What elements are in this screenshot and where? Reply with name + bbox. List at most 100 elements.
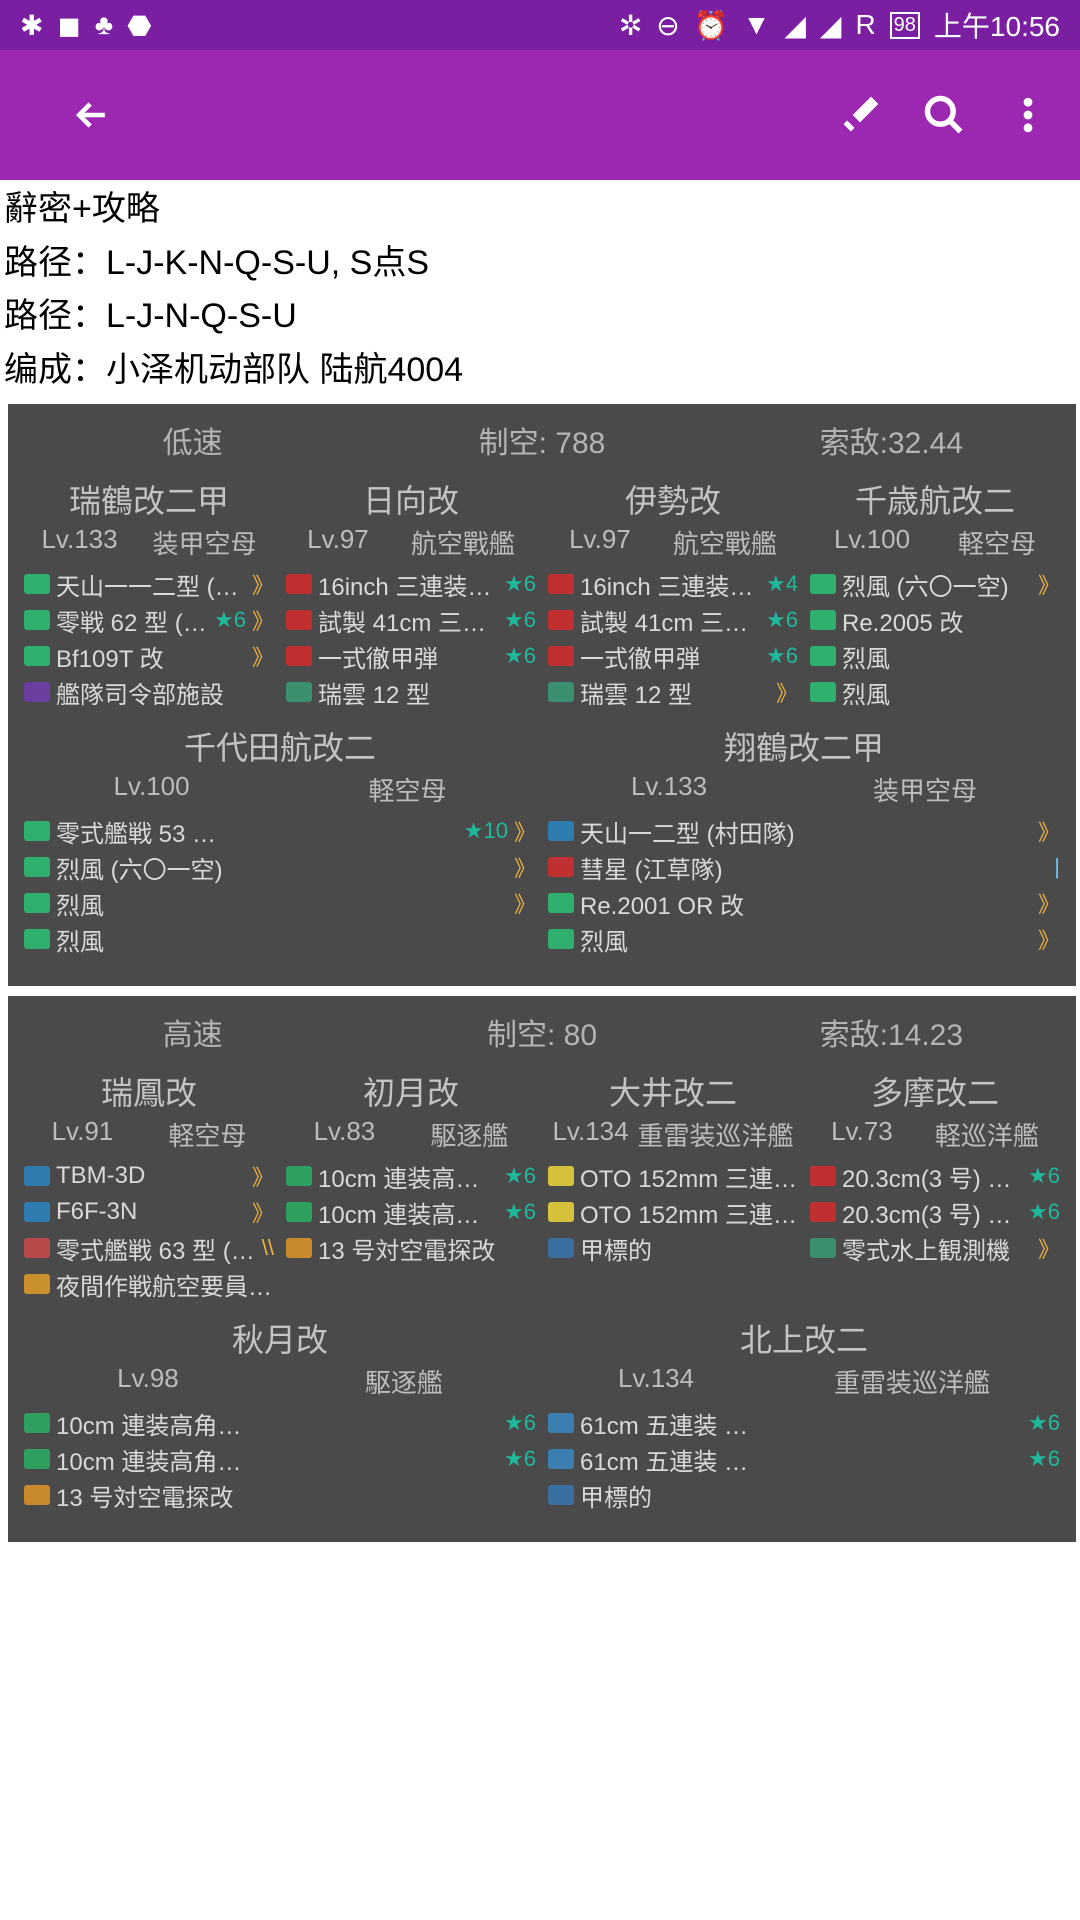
ship-type: 軽空母 bbox=[958, 524, 1036, 561]
back-button[interactable] bbox=[70, 93, 114, 137]
improvement-star: ★6 bbox=[1028, 1446, 1060, 1472]
ship-name: 翔鶴改二甲 bbox=[548, 723, 1060, 769]
ship-card: 初月改Lv.83駆逐艦10cm 連装高角…★610cm 連装高角…★613 号対… bbox=[280, 1066, 542, 1313]
equipment-name: 13 号対空電探改 bbox=[318, 1231, 536, 1266]
fleet-row: 瑞鳳改Lv.91軽空母TBM-3D》F6F-3N》零式艦戦 63 型 (爆…\\… bbox=[18, 1066, 1066, 1313]
equipment-name: 試製 41cm 三連… bbox=[580, 603, 762, 638]
equipment-icon bbox=[286, 1238, 312, 1258]
equipment-icon bbox=[24, 1202, 50, 1222]
improvement-star: ★6 bbox=[1028, 1410, 1060, 1436]
los-label: 索敌:32.44 bbox=[717, 418, 1066, 462]
proficiency-icon: 》 bbox=[776, 676, 798, 708]
equipment-icon bbox=[810, 682, 836, 702]
proficiency-icon: 》 bbox=[1038, 923, 1060, 955]
proficiency-icon: 》 bbox=[514, 851, 536, 883]
proficiency-icon: 》 bbox=[252, 1160, 274, 1192]
equipment-icon bbox=[548, 610, 574, 630]
equipment-icon bbox=[24, 1449, 50, 1469]
ship-level: Lv.83 bbox=[314, 1116, 376, 1153]
improvement-star: ★6 bbox=[504, 1163, 536, 1189]
improvement-star: ★10 bbox=[464, 818, 508, 844]
equipment-row: Re.2005 改 bbox=[810, 603, 1060, 637]
equipment-icon bbox=[548, 1413, 574, 1433]
equipment-icon bbox=[286, 610, 312, 630]
paw-icon: ♣ bbox=[95, 9, 113, 41]
equipment-name: 試製 41cm 三連… bbox=[318, 603, 500, 638]
edit-button[interactable] bbox=[838, 93, 882, 137]
equipment-name: OTO 152mm 三連装… bbox=[580, 1195, 798, 1230]
equipment-name: 烈風 bbox=[580, 922, 1032, 957]
improvement-star: ★6 bbox=[1028, 1199, 1060, 1225]
equipment-name: 甲標的 bbox=[580, 1231, 798, 1266]
equipment-icon bbox=[24, 610, 50, 630]
ship-name: 大井改二 bbox=[548, 1068, 798, 1114]
ship-type: 駆逐艦 bbox=[430, 1116, 508, 1153]
equipment-row: 零式水上観測機》 bbox=[810, 1231, 1060, 1265]
equipment-name: 烈風 bbox=[56, 886, 508, 921]
equipment-row: 艦隊司令部施設 bbox=[24, 675, 274, 709]
text-line: 编成：小泽机动部队 陆航4004 bbox=[4, 347, 1080, 395]
equipment-icon bbox=[24, 682, 50, 702]
ship-card: 瑞鶴改二甲Lv.133装甲空母天山一一二型 (村田隊)》零戦 62 型 (…★6… bbox=[18, 474, 280, 721]
equipment-row: Bf109T 改》 bbox=[24, 639, 274, 673]
shield-icon: ⬣ bbox=[127, 9, 151, 42]
equipment-name: OTO 152mm 三連装… bbox=[580, 1159, 798, 1194]
proficiency-icon: 》 bbox=[252, 640, 274, 672]
equipment-icon bbox=[286, 574, 312, 594]
equipment-row: 零式艦戦 63 型 (爆…\\ bbox=[24, 1231, 274, 1265]
signal-icon: ◢ bbox=[784, 9, 806, 42]
equipment-row: 天山一二型 (村田隊)》 bbox=[548, 814, 1060, 848]
equipment-row: 瑞雲 12 型》 bbox=[548, 675, 798, 709]
improvement-star: ★6 bbox=[504, 1410, 536, 1436]
signal2-icon: ◢ bbox=[820, 9, 842, 42]
ship-level: Lv.134 bbox=[552, 1116, 628, 1153]
ship-card: 瑞鳳改Lv.91軽空母TBM-3D》F6F-3N》零式艦戦 63 型 (爆…\\… bbox=[18, 1066, 280, 1313]
air-power-label: 制空: 80 bbox=[367, 1010, 716, 1054]
ship-name: 多摩改二 bbox=[810, 1068, 1060, 1114]
ship-name: 秋月改 bbox=[24, 1315, 536, 1361]
equipment-name: 瑞雲 12 型 bbox=[580, 675, 770, 710]
overflow-button[interactable] bbox=[1006, 93, 1050, 137]
equipment-icon bbox=[24, 574, 50, 594]
equipment-name: 烈風 bbox=[842, 639, 1060, 674]
equipment-name: 瑞雲 12 型 bbox=[318, 675, 536, 710]
ship-type: 航空戰艦 bbox=[673, 524, 777, 561]
equipment-name: 10cm 連装高角… bbox=[318, 1159, 500, 1194]
fleet-row: 秋月改Lv.98駆逐艦10cm 連装高角…★610cm 連装高角…★613 号対… bbox=[18, 1313, 1066, 1524]
equipment-row: 10cm 連装高角…★6 bbox=[24, 1406, 536, 1440]
equipment-name: TBM-3D bbox=[56, 1162, 246, 1190]
air-power-label: 制空: 788 bbox=[367, 418, 716, 462]
proficiency-icon: 》 bbox=[1038, 1232, 1060, 1264]
equipment-name: 彗星 (江草隊) bbox=[580, 850, 1048, 885]
ship-card: 秋月改Lv.98駆逐艦10cm 連装高角…★610cm 連装高角…★613 号対… bbox=[18, 1313, 542, 1524]
improvement-star: ★6 bbox=[504, 607, 536, 633]
proficiency-icon: \\ bbox=[262, 1235, 274, 1261]
ship-card: 多摩改二Lv.73軽巡洋艦20.3cm(3 号) 連…★620.3cm(3 号)… bbox=[804, 1066, 1066, 1313]
proficiency-icon: | bbox=[1054, 854, 1060, 880]
equipment-icon bbox=[24, 1485, 50, 1505]
ship-card: 千歳航改二Lv.100軽空母烈風 (六〇一空)》Re.2005 改烈風烈風 bbox=[804, 474, 1066, 721]
content: 辭密+攻略 路径：L-J-K-N-Q-S-U, S点S 路径：L-J-N-Q-S… bbox=[0, 186, 1080, 1542]
equipment-icon bbox=[24, 857, 50, 877]
speed-label: 高速 bbox=[18, 1010, 367, 1054]
improvement-star: ★6 bbox=[1028, 1163, 1060, 1189]
ship-name: 千歳航改二 bbox=[810, 476, 1060, 522]
equipment-icon bbox=[24, 1238, 50, 1258]
equipment-name: 烈風 (六〇一空) bbox=[56, 850, 508, 885]
equipment-row: 一式徹甲弾★6 bbox=[286, 639, 536, 673]
equipment-row: 烈風》 bbox=[548, 922, 1060, 956]
square-icon: ◼ bbox=[57, 9, 80, 42]
equipment-name: 烈風 bbox=[56, 922, 536, 957]
equipment-row: F6F-3N》 bbox=[24, 1195, 274, 1229]
ship-type: 軽空母 bbox=[168, 1116, 246, 1153]
ship-name: 伊勢改 bbox=[548, 476, 798, 522]
ship-card: 千代田航改二Lv.100軽空母零式艦戦 53 …★10》烈風 (六〇一空)》烈風… bbox=[18, 721, 542, 968]
ship-level: Lv.100 bbox=[834, 524, 910, 561]
text-line: 路径：L-J-K-N-Q-S-U, S点S bbox=[4, 240, 1080, 288]
search-button[interactable] bbox=[922, 93, 966, 137]
equipment-row: 13 号対空電探改 bbox=[286, 1231, 536, 1265]
proficiency-icon: 》 bbox=[514, 887, 536, 919]
equipment-icon bbox=[286, 646, 312, 666]
equipment-name: 20.3cm(3 号) 連… bbox=[842, 1195, 1024, 1230]
ship-name: 千代田航改二 bbox=[24, 723, 536, 769]
